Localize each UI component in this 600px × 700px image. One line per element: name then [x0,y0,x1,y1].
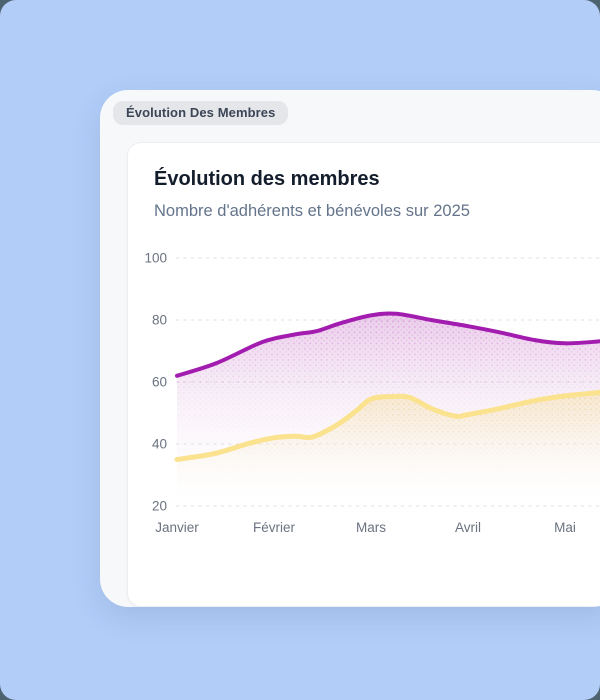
section-badge[interactable]: Évolution Des Membres [113,101,289,125]
app-window: Évolution Des Membres Évolution des memb… [100,90,600,607]
svg-text:100: 100 [144,251,167,266]
svg-text:Mars: Mars [356,520,386,535]
svg-text:Avril: Avril [455,520,481,535]
card-title: Évolution des membres [154,168,380,190]
svg-text:Février: Février [253,520,296,535]
svg-text:Janvier: Janvier [155,520,199,535]
members-evolution-chart: 100 80 60 40 20 Janvier Février Mars Avril Mai [144,251,600,535]
svg-text:40: 40 [152,437,167,452]
card-subtitle: Nombre d'adhérents et bénévoles sur 2025 [154,202,470,220]
svg-text:Mai: Mai [554,520,576,535]
members-evolution-card: Évolution des membres Nombre d'adhérents… [127,142,600,607]
svg-text:60: 60 [152,375,167,390]
svg-text:20: 20 [152,499,167,514]
svg-text:80: 80 [152,313,167,328]
